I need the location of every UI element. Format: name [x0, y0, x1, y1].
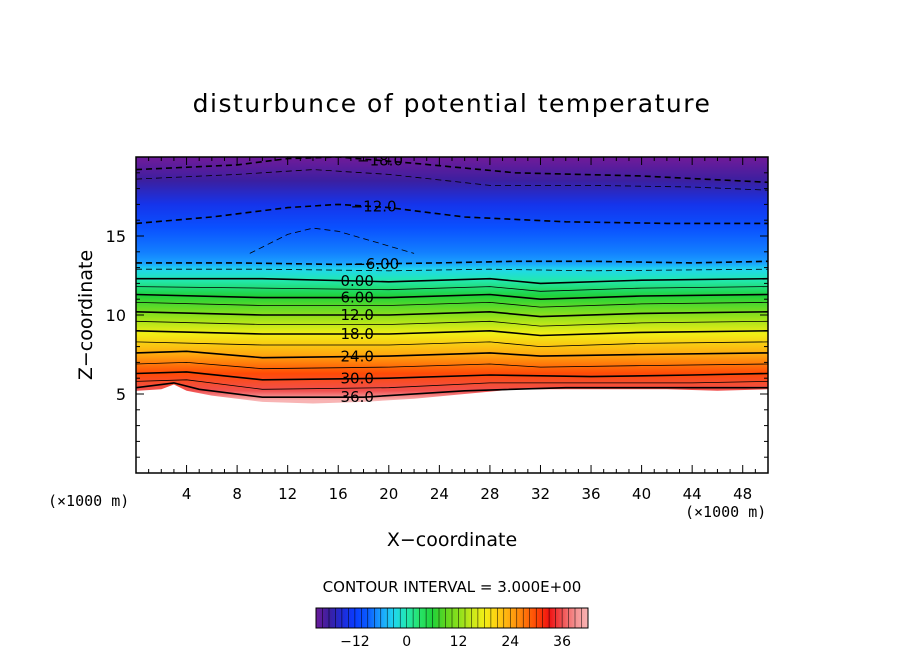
contour-line: [136, 361, 768, 370]
contour-label: −6.00: [353, 255, 399, 273]
terrain-blank-region: [136, 384, 768, 473]
colorbar-tick-label: 24: [501, 634, 519, 650]
contour-label: 24.0: [340, 348, 373, 366]
contour-line: [136, 341, 768, 348]
colorbar-band-lines: [322, 608, 582, 628]
x-unit-label-right: (×1000 m): [685, 503, 766, 521]
colorbar-tick-label: 12: [450, 634, 468, 650]
x-tick-label: 24: [430, 485, 449, 503]
contour-label: 12.0: [340, 306, 373, 324]
contour-line: [136, 293, 768, 301]
x-tick-label: 36: [581, 485, 600, 503]
x-tick-label: 40: [632, 485, 651, 503]
chart-title: disturbunce of potential temperature: [193, 89, 712, 118]
y-tick-label: 10: [106, 306, 126, 325]
contour-label: 30.0: [340, 370, 373, 388]
contour-label: 6.00: [340, 289, 373, 307]
contour-line: [136, 169, 768, 191]
contour-line: [136, 329, 768, 337]
contour-label: 0.00: [340, 272, 373, 290]
contour-line: [136, 379, 768, 390]
y-axis-label: Z−coordinate: [75, 250, 97, 380]
contour-line: [136, 371, 768, 381]
contour-line: [136, 301, 768, 308]
colorbar-tick-label: 36: [553, 634, 571, 650]
x-axis-label: X−coordinate: [387, 529, 517, 551]
contour-label: −12.0: [351, 198, 397, 216]
x-tick-label: 44: [683, 485, 702, 503]
contour-label: 18.0: [340, 325, 373, 343]
contour-line: [249, 227, 415, 254]
contour-interval-label: CONTOUR INTERVAL = 3.000E+00: [323, 578, 582, 596]
contour-line: [136, 286, 768, 292]
contour-label: −18.0: [357, 152, 403, 170]
contour-line: [136, 310, 768, 318]
contour-line: [136, 382, 768, 398]
contour-line: [136, 320, 768, 327]
colorbar-tick-label: 0: [402, 634, 411, 650]
contour-label: 36.0: [340, 388, 373, 406]
y-tick-labels: 5 10 15: [106, 227, 126, 404]
contour-line: [136, 203, 768, 225]
contour-line: [136, 260, 768, 266]
y-tick-label: 15: [106, 227, 126, 246]
x-tick-label: 4: [182, 485, 192, 503]
colorbar-tick-labels: −12 0 12 24 36: [340, 634, 571, 650]
contour-line: [136, 350, 768, 359]
colorbar-tick-label: −12: [340, 634, 370, 650]
axis-ticks: [136, 157, 768, 473]
x-tick-labels: 4 8 12 16 20 24 28 32 36 40 44 48: [182, 485, 752, 503]
x-tick-label: 32: [531, 485, 550, 503]
x-tick-label: 8: [232, 485, 242, 503]
y-tick-label: 5: [116, 385, 126, 404]
x-tick-label: 48: [733, 485, 752, 503]
x-tick-label: 16: [329, 485, 348, 503]
x-tick-label: 28: [480, 485, 499, 503]
x-tick-label: 12: [278, 485, 297, 503]
x-tick-label: 20: [379, 485, 398, 503]
x-unit-label-left: (×1000 m): [48, 492, 129, 510]
contour-line: [136, 277, 768, 285]
contour-line: [136, 268, 768, 272]
